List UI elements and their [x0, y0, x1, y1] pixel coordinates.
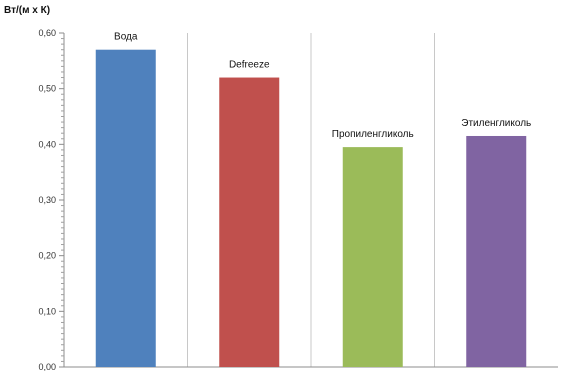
y-tick-label: 0,60	[38, 28, 56, 38]
y-tick-label: 0,50	[38, 84, 56, 94]
bar-4	[466, 135, 527, 367]
grid-lines	[187, 33, 435, 367]
bar-2	[219, 77, 280, 368]
bar-label-1: Вода	[114, 32, 138, 43]
bar-label-4: Этиленгликоль	[461, 118, 531, 129]
y-tick-label: 0,10	[38, 306, 56, 316]
data-labels: Вода Defreeze Пропиленгликоль Этиленгликоль	[114, 32, 531, 140]
y-tick-label: 0,30	[38, 195, 56, 205]
y-tick-label: 0,40	[38, 139, 56, 149]
bars	[95, 49, 527, 368]
bar-label-2: Defreeze	[229, 60, 270, 71]
bar-1	[95, 49, 156, 367]
y-axis-title: Вт/(м х К)	[4, 5, 50, 16]
y-tick-label: 0,00	[38, 362, 56, 371]
y-tick-label: 0,20	[38, 251, 56, 261]
bar-3	[342, 147, 403, 367]
bar-label-3: Пропиленгликоль	[332, 129, 414, 140]
